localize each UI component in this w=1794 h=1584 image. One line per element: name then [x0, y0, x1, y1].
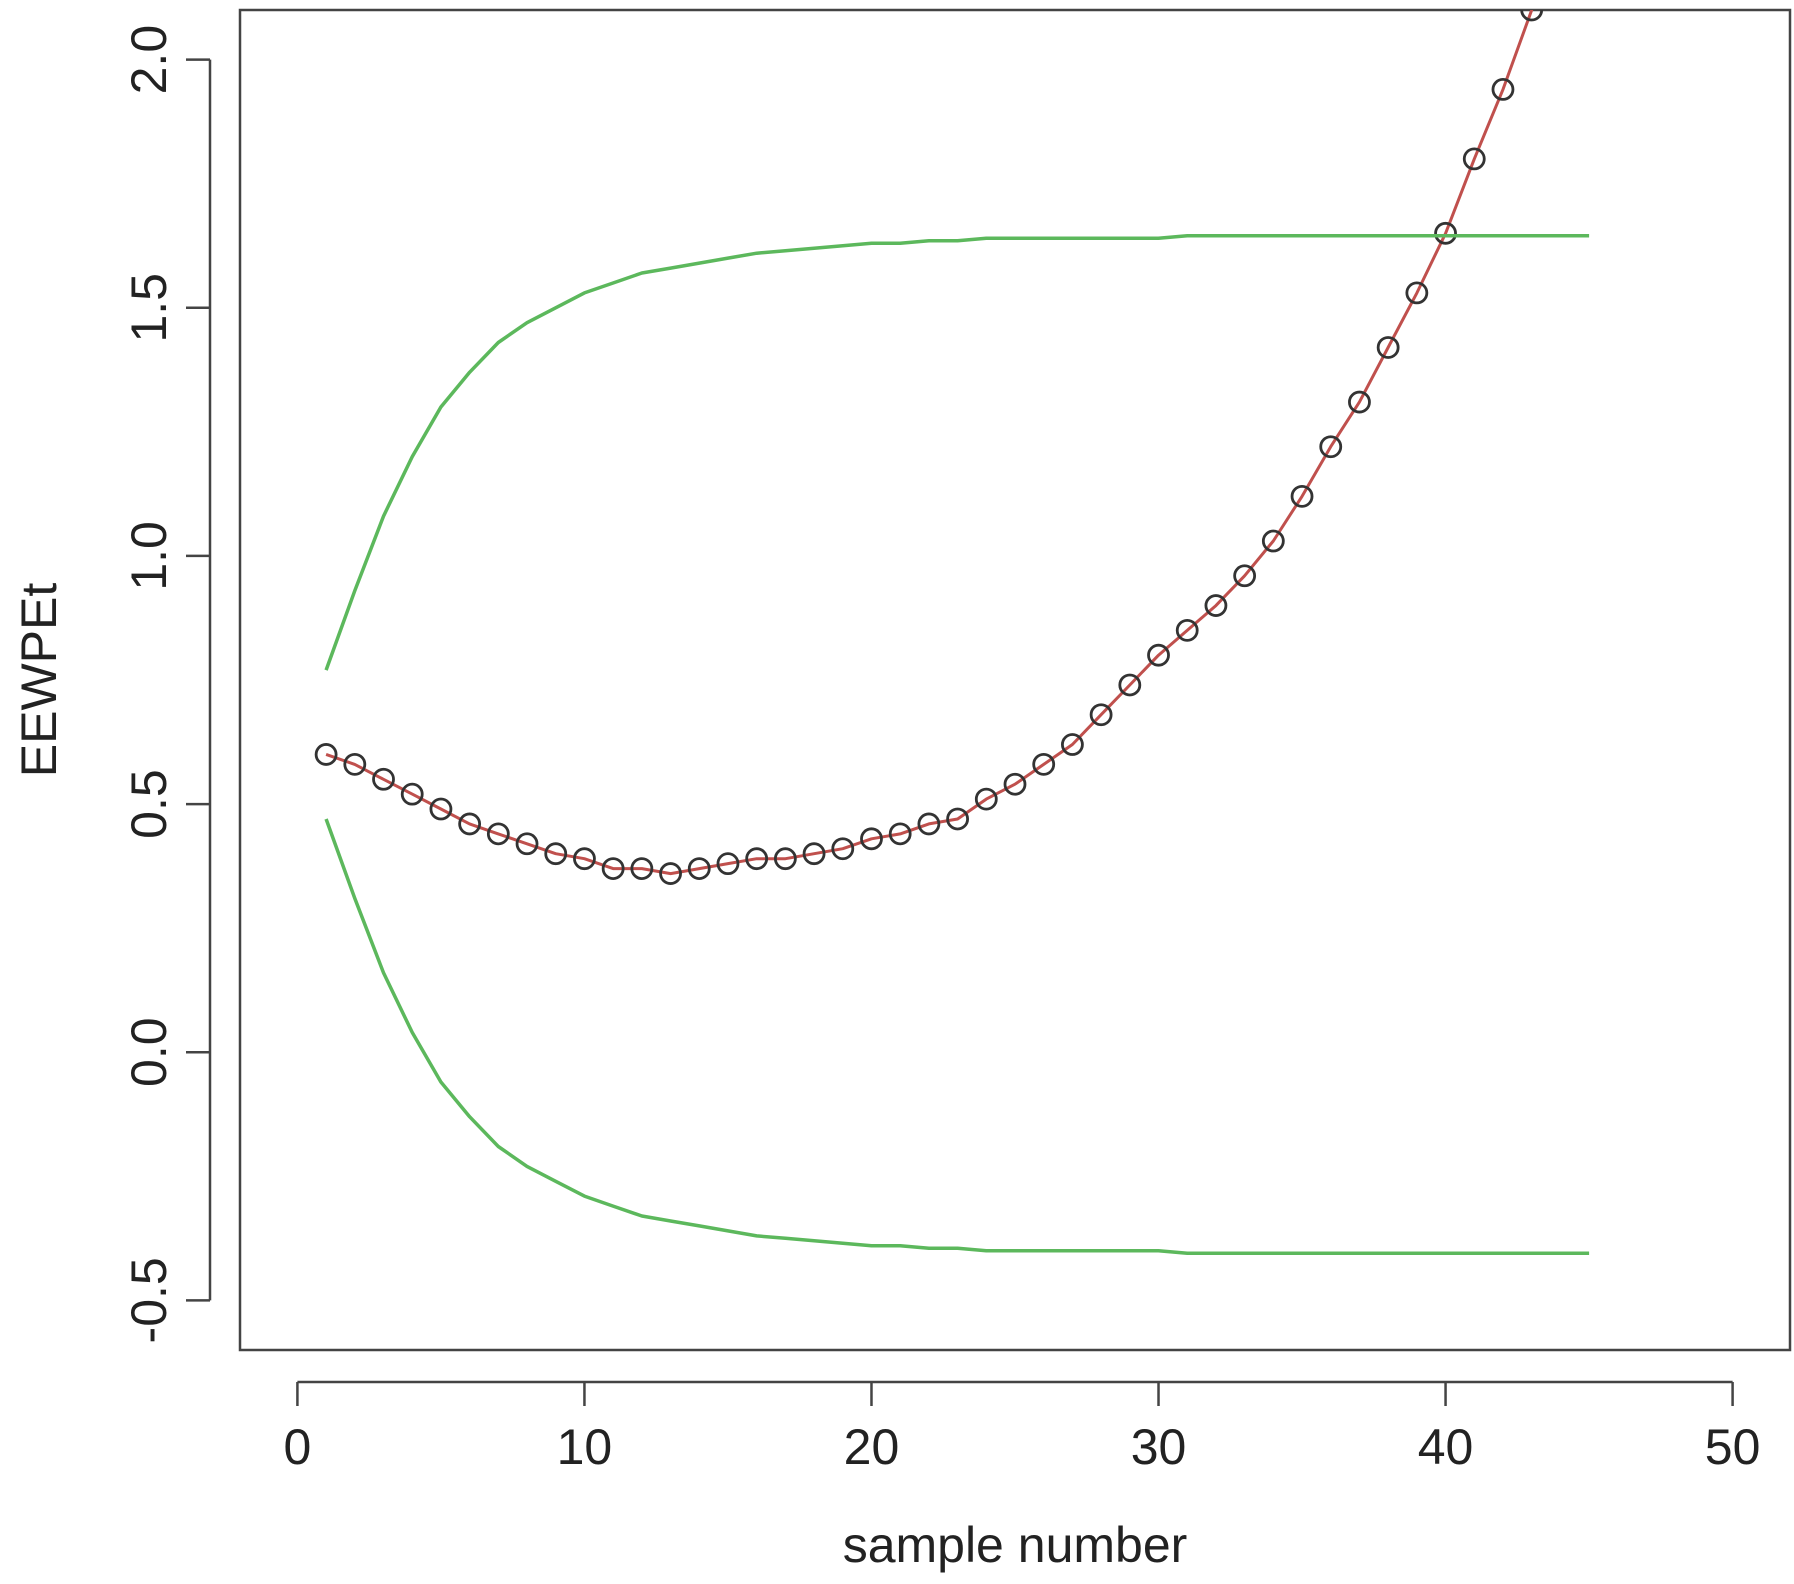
statistic-point: [400, 782, 424, 806]
statistic-point: [659, 862, 682, 885]
statistic-point: [429, 797, 453, 821]
statistic-point: [1147, 643, 1170, 667]
x-tick-label: 0: [284, 1419, 312, 1475]
statistic-point: [372, 767, 395, 791]
x-tick-label: 30: [1131, 1419, 1187, 1475]
statistic-point: [601, 857, 625, 880]
plot-frame: [238, 8, 1792, 1352]
statistic-point: [1348, 390, 1371, 414]
statistic-point: [1032, 752, 1056, 776]
statistic-point: [1376, 336, 1400, 359]
statistic-point: [1462, 147, 1486, 171]
statistic-point: [687, 857, 711, 880]
statistic-point: [515, 832, 539, 856]
statistic-point: [773, 847, 797, 871]
x-tick-label: 50: [1705, 1419, 1761, 1475]
x-axis-label: sample number: [843, 1517, 1188, 1573]
statistic-point: [458, 812, 482, 836]
statistic-point: [1261, 529, 1285, 553]
y-axis-label: EEWPEt: [11, 583, 67, 778]
statistic-point: [860, 827, 883, 851]
x-tick-label: 20: [844, 1419, 900, 1475]
y-axis: -0.5 0.0 0.5 1.0 1.5 2.0: [121, 25, 212, 1343]
y-tick-label: 1.0: [121, 521, 177, 591]
statistic-point: [831, 837, 855, 861]
statistic-point: [1204, 594, 1228, 617]
statistic-point: [1491, 78, 1515, 101]
y-tick-label: 0.5: [121, 769, 177, 839]
statistic-point: [974, 787, 998, 811]
statistic-point: [1089, 703, 1113, 727]
statistic-point: [888, 822, 912, 846]
statistic-point: [1233, 564, 1257, 588]
statistic-point: [1319, 435, 1343, 459]
statistic-point: [314, 743, 338, 766]
x-tick-label: 10: [557, 1419, 613, 1475]
statistic-point: [1061, 733, 1084, 756]
statistic-point: [802, 842, 826, 866]
statistic-point: [1118, 673, 1142, 697]
y-tick-label: 2.0: [121, 25, 177, 95]
y-tick-label: 1.5: [121, 273, 177, 343]
statistic-point: [486, 822, 510, 846]
statistic-line: [325, 10, 1534, 876]
statistic-point: [1175, 618, 1199, 642]
x-tick-label: 40: [1418, 1419, 1474, 1475]
statistic-point: [716, 852, 740, 876]
statistic-point: [1520, 10, 1544, 22]
statistic-point: [745, 847, 769, 871]
statistic-point: [573, 847, 596, 871]
statistic-point: [544, 842, 568, 866]
statistic-point: [917, 812, 941, 836]
statistic-point: [1434, 221, 1457, 245]
statistic-point: [343, 752, 367, 776]
statistic-point: [946, 807, 969, 831]
statistic-point: [630, 857, 654, 880]
upper-control-limit-line: [324, 234, 1590, 671]
statistic-point: [1003, 772, 1027, 796]
y-tick-label: -0.5: [121, 1257, 177, 1343]
statistic-point: [1290, 484, 1314, 508]
y-tick-label: 0.0: [121, 1017, 177, 1087]
statistic-point: [1405, 281, 1429, 305]
series-layer: [314, 10, 1590, 1255]
x-axis: 0 10 20 30 40 50: [284, 1380, 1761, 1475]
lower-control-limit-line: [324, 818, 1590, 1255]
